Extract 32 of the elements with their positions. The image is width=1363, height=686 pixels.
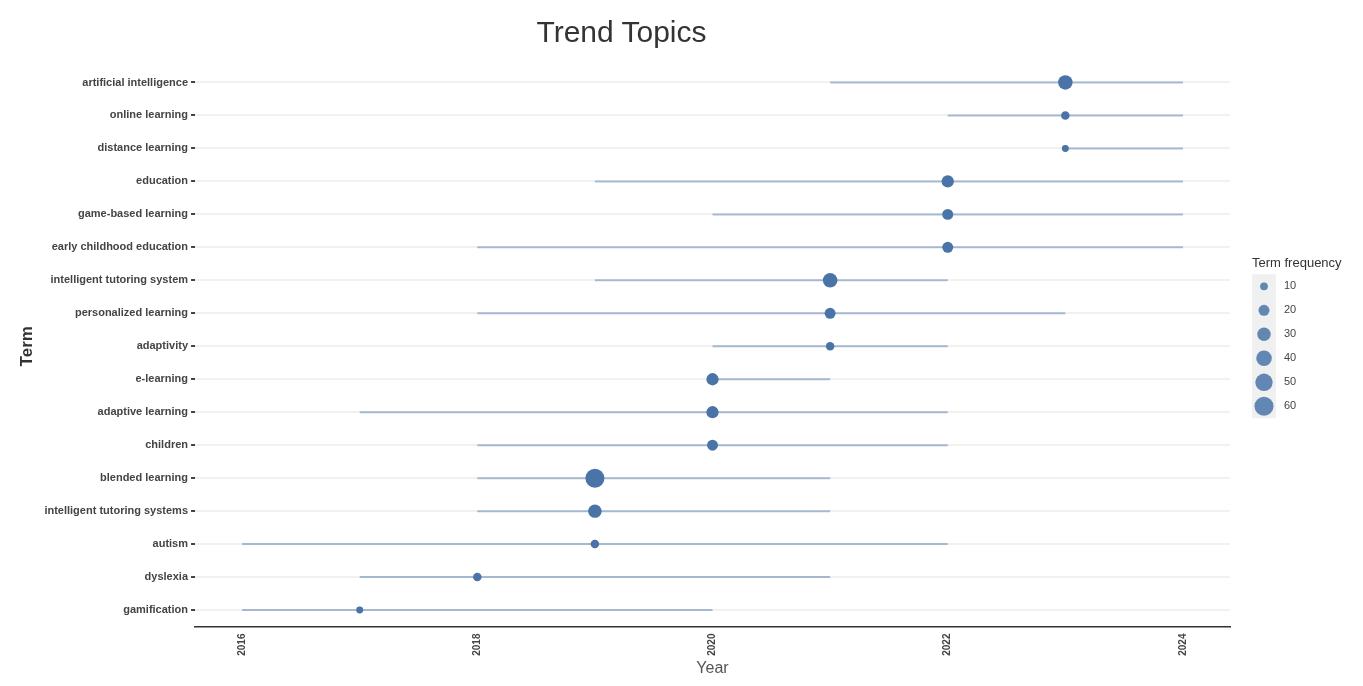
y-tick-label: early childhood education	[51, 240, 189, 253]
legend-label: 30	[1284, 327, 1297, 340]
y-tick-label: artificial intelligence	[82, 75, 189, 88]
legend-label: 50	[1284, 375, 1297, 388]
y-tick-label: game-based learning	[77, 207, 189, 220]
legend-label: 40	[1284, 351, 1297, 364]
y-tick-label: online learning	[109, 108, 189, 121]
y-tick-label: autism	[152, 537, 189, 550]
y-tick-label: personalized learning	[74, 306, 189, 319]
y-tick-label: intelligent tutoring system	[50, 273, 189, 286]
y-tick-label: adaptivity	[136, 339, 189, 352]
y-tick-label: children	[145, 438, 189, 451]
y-tick-label: e-learning	[135, 372, 189, 385]
y-tick-label: adaptive learning	[97, 405, 189, 418]
x-tick-label: 2022	[941, 633, 953, 656]
y-axis-title: Term	[16, 326, 36, 367]
x-tick-label: 2024	[1176, 633, 1188, 656]
x-tick-label: 2018	[471, 633, 483, 656]
chart-title: Trend Topics	[536, 15, 707, 49]
x-tick-label: 2020	[706, 633, 718, 656]
legend-label: 20	[1284, 303, 1297, 316]
y-tick-label: distance learning	[97, 141, 189, 154]
legend-title: Term frequency	[1252, 255, 1343, 271]
y-tick-label: blended learning	[100, 471, 189, 484]
x-axis-title: Year	[696, 658, 730, 676]
y-tick-label: dyslexia	[144, 570, 189, 583]
y-tick-label: gamification	[123, 603, 189, 616]
y-tick-label: education	[136, 174, 189, 187]
y-tick-label: intelligent tutoring systems	[44, 504, 189, 517]
legend-label: 10	[1284, 279, 1297, 292]
x-tick-label: 2016	[235, 633, 247, 656]
legend-label: 60	[1284, 399, 1297, 412]
